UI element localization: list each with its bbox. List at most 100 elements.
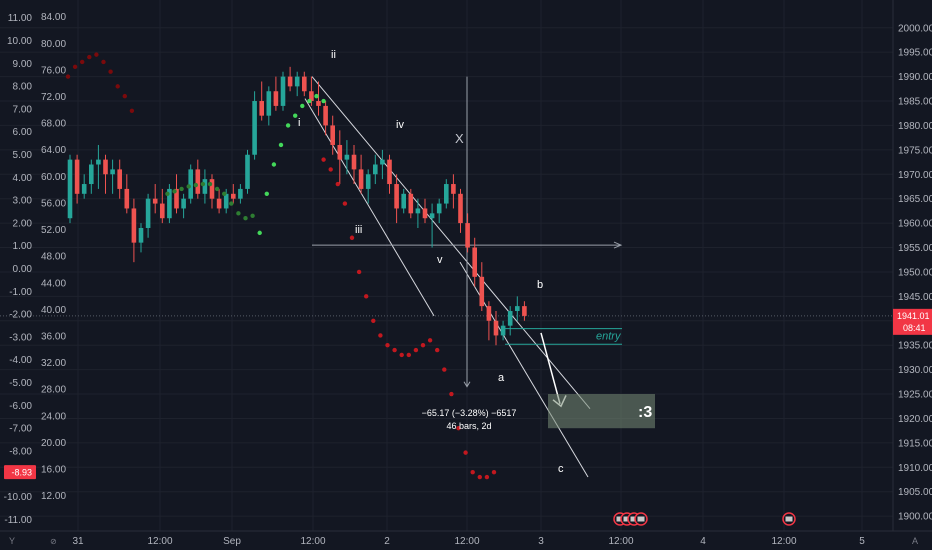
sar-dot [335, 181, 340, 187]
candle-down [451, 184, 456, 194]
price-tick-label: 1910.00 [898, 463, 932, 474]
osc-tick-label: 10.00 [7, 36, 32, 47]
current-price-label: 1941.01 [897, 311, 930, 321]
candle-down [117, 169, 122, 189]
sar-dot [470, 469, 475, 475]
candle-down [152, 198, 158, 204]
candle-up [444, 184, 449, 204]
parabolic-sar-dots [65, 52, 497, 480]
candle-down [74, 159, 80, 194]
price-tick-label: 1925.00 [898, 390, 932, 401]
candle-up [401, 193, 406, 209]
sar-dot [165, 191, 170, 197]
osc-tick-label: 5.00 [13, 150, 33, 161]
wave-label-X: X [455, 131, 464, 146]
osc-tick-label: 2.00 [13, 218, 33, 229]
price-tick-label: 1945.00 [898, 292, 932, 303]
target-zone-label: :3 [638, 404, 652, 421]
osc-tick-label: -1.00 [9, 287, 32, 298]
sar-dot [193, 182, 198, 188]
rsi-tick-label: 28.00 [41, 385, 66, 396]
candle-up [110, 169, 115, 175]
osc-tick-label: 1.00 [13, 241, 33, 252]
sar-dot [172, 189, 177, 194]
price-tick-label: 1990.00 [898, 72, 932, 83]
time-tick-label: Sep [223, 536, 241, 547]
osc-tick-label: -8.00 [9, 446, 32, 457]
sar-dot [293, 113, 298, 118]
rsi-tick-label: 56.00 [41, 198, 66, 209]
candle-down [522, 306, 527, 316]
time-tick-label: 12:00 [608, 536, 633, 547]
current-price-countdown: 08:41 [903, 323, 926, 333]
sar-dot [392, 347, 397, 353]
candle-up [96, 159, 101, 165]
time-tick-label: 12:00 [771, 536, 796, 547]
candle-up [436, 203, 442, 214]
sar-dot [328, 167, 333, 172]
sar-dot [250, 213, 255, 218]
current-price-badge [893, 308, 932, 335]
wave-label-ii: ii [331, 49, 336, 61]
sar-dot [108, 69, 113, 74]
candle-up [380, 159, 385, 165]
sar-dot [427, 338, 433, 343]
candle-up [145, 198, 151, 228]
candles [67, 66, 527, 346]
candle-down [408, 193, 414, 214]
candle-down [394, 184, 399, 209]
sar-dot [314, 93, 319, 99]
osc-tick-label: 0.00 [13, 264, 33, 275]
sar-dot [477, 474, 482, 480]
rsi-tick-label: 76.00 [41, 65, 66, 76]
candle-up [365, 174, 371, 189]
candle-down [216, 198, 222, 209]
candle-up [294, 76, 300, 87]
sar-dot [484, 474, 490, 480]
measure-arrowhead [463, 381, 471, 388]
candle-up [138, 227, 144, 243]
wave-label-i: i [298, 117, 300, 129]
price-tick-label: 1930.00 [898, 365, 932, 376]
sar-dot [349, 235, 355, 240]
candle-up [415, 208, 421, 214]
sar-dot [72, 64, 78, 70]
osc-value-badge [4, 465, 36, 480]
sar-dot [378, 333, 383, 338]
candle-up [507, 311, 513, 326]
osc-tick-label: -3.00 [9, 332, 32, 343]
sar-dot [342, 201, 348, 206]
sar-dot [236, 211, 241, 216]
price-tick-label: 1950.00 [898, 267, 932, 278]
sar-dot [243, 216, 248, 221]
price-tick-label: 1900.00 [898, 512, 932, 523]
rsi-tick-label: 12.00 [41, 491, 66, 502]
wave-label-b: b [537, 279, 543, 291]
price-tick-label: 1980.00 [898, 121, 932, 132]
rsi-tick-label: 68.00 [41, 119, 66, 130]
rsi-tick-label: 48.00 [41, 252, 66, 263]
rsi-tick-label: 24.00 [41, 411, 66, 422]
osc-value-label: -8.93 [11, 468, 32, 478]
candle-down [493, 320, 499, 336]
candle-up [188, 169, 193, 199]
wave-label-iii: iii [355, 224, 362, 236]
time-tick-label: 12:00 [300, 536, 325, 547]
sar-dot [435, 347, 440, 353]
target-zone [548, 394, 655, 429]
osc-tick-label: -4.00 [9, 355, 32, 366]
sar-dot [122, 93, 128, 99]
time-axis-bg [0, 531, 932, 550]
rsi-tick-label: 52.00 [41, 225, 66, 236]
candle-down [103, 159, 108, 175]
entry-label: entry [596, 330, 622, 342]
candle-down [486, 306, 492, 321]
candle-down [387, 159, 392, 185]
rsi-tick-label: 72.00 [41, 92, 66, 103]
time-tick-label: 12:00 [147, 536, 172, 547]
osc-tick-label: 7.00 [13, 104, 33, 115]
candle-down [323, 105, 328, 126]
candle-down [174, 188, 179, 209]
